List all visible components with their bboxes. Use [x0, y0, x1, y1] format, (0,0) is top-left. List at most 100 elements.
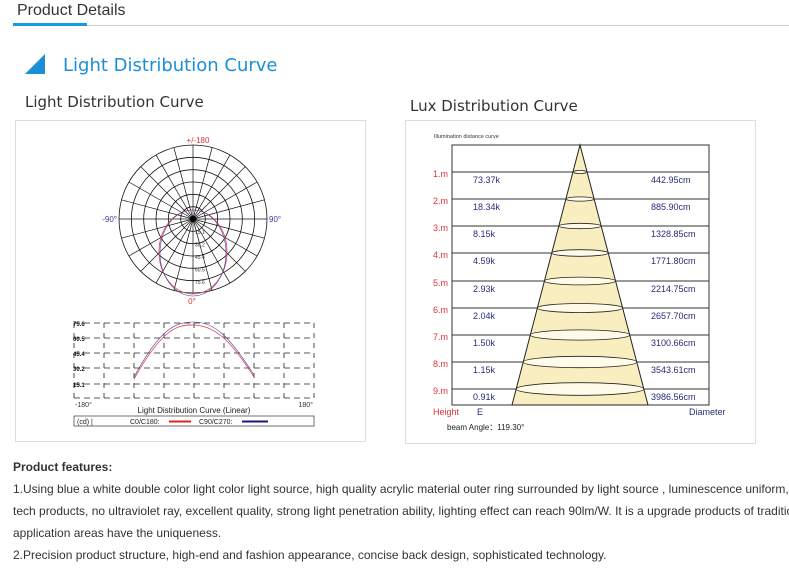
linear-diagram: 75.6 60.5 45.4 30.2 15.1 — [73, 321, 315, 399]
diameter-value: 2657.70cm — [651, 311, 696, 321]
illuminance-value: 73.37k — [473, 175, 501, 185]
c0-line — [133, 324, 255, 380]
polar-bottom-label: 0° — [188, 297, 196, 306]
diameter-value: 3543.61cm — [651, 365, 696, 375]
diameter-value: 1328.85cm — [651, 229, 696, 239]
illuminance-value: 18.34k — [473, 202, 501, 212]
beam-ellipse — [572, 170, 588, 174]
y-tick-label: 60.5 — [73, 337, 85, 343]
illuminance-value: 2.04k — [473, 311, 496, 321]
polar-spoke — [128, 181, 194, 220]
polar-spoke — [192, 147, 213, 220]
polar-spoke — [192, 218, 265, 239]
diameter-value: 885.90cm — [651, 202, 691, 212]
beam-angle: beam Angle：119.30° — [447, 423, 524, 432]
polar-left-label: -90° — [102, 215, 117, 224]
tab-divider — [87, 25, 789, 26]
polar-spoke — [192, 218, 246, 272]
light-distribution-title: Light Distribution Curve — [25, 93, 204, 111]
polar-spoke — [192, 166, 246, 220]
height-value: 2.m — [433, 196, 448, 206]
polar-spoke — [173, 218, 194, 291]
polar-center — [190, 216, 196, 222]
diameter-value: 2214.75cm — [651, 284, 696, 294]
polar-spoke — [121, 218, 194, 239]
diameter-value: 3986.56cm — [651, 392, 696, 402]
section-title: Light Distribution Curve — [63, 55, 278, 76]
beam-ellipse — [551, 249, 609, 257]
polar-spoke — [173, 147, 194, 220]
feature-line: tech products, no ultraviolet ray, excel… — [13, 504, 789, 518]
y-tick-label: 30.2 — [73, 367, 85, 373]
linear-x-max: 180° — [299, 401, 314, 409]
y-tick-label: 45.4 — [73, 352, 85, 358]
polar-ring-label: 60.5 — [195, 268, 205, 274]
polar-ring-label: 15.1 — [195, 230, 205, 236]
illuminance-value: 8.15k — [473, 229, 496, 239]
polar-spoke — [192, 154, 231, 220]
features-heading: Product features: — [13, 460, 113, 474]
illuminance-value: 0.91k — [473, 392, 496, 402]
polar-spoke — [192, 199, 265, 220]
height-value: 4.m — [433, 250, 448, 260]
product-features: Product features: 1.Using blue a white d… — [13, 456, 789, 566]
linear-x-min: -180° — [75, 401, 92, 409]
triangle-icon — [25, 54, 45, 74]
polar-spoke — [155, 218, 194, 284]
feature-line: 2.Precision product structure, high-end … — [13, 548, 607, 562]
diameter-value: 1771.80cm — [651, 256, 696, 266]
polar-spoke — [192, 218, 213, 291]
illuminance-value: 2.93k — [473, 284, 496, 294]
illuminance-value: 1.50k — [473, 338, 496, 348]
beam-ellipse — [544, 276, 616, 286]
diameter-value: 442.95cm — [651, 175, 691, 185]
feature-line: 1.Using blue a white double color light … — [13, 482, 789, 496]
e-label: E — [477, 407, 483, 417]
light-distribution-image: 15.1 30.2 45.4 60.5 75.6 +/-180 -90° 90° 0° … — [15, 120, 366, 442]
illuminance-value: 4.59k — [473, 256, 496, 266]
polar-spoke — [140, 166, 194, 220]
illuminance-value: 1.15k — [473, 365, 496, 375]
c90-curve — [159, 209, 227, 297]
y-tick-label: 15.1 — [73, 383, 85, 389]
diameter-value: 3100.66cm — [651, 338, 696, 348]
height-value: 1.m — [433, 169, 448, 179]
diameter-label: Diameter — [689, 407, 726, 417]
polar-ring-label: 45.4 — [195, 255, 205, 261]
lux-distribution-image: Illumination distance curve 1.m 73.37k 442… — [405, 120, 756, 444]
legend-c90: C90/C270: — [199, 419, 233, 426]
legend-box — [73, 415, 315, 427]
polar-top-label: +/-180 — [187, 136, 210, 145]
polar-diagram: 15.1 30.2 45.4 60.5 75.6 — [118, 144, 268, 297]
beam-ellipse — [522, 355, 638, 369]
feature-line: application areas have the uniqueness. — [13, 526, 222, 540]
beam-ellipse — [536, 303, 624, 313]
light-cone — [511, 143, 649, 406]
legend-c0: C0/C180: — [130, 419, 160, 426]
active-tab-indicator — [13, 23, 87, 26]
beam-ellipse — [558, 222, 602, 230]
polar-spoke — [155, 154, 194, 220]
height-value: 9.m — [433, 386, 448, 396]
height-label: Height — [433, 407, 460, 417]
height-value: 7.m — [433, 332, 448, 342]
c90-line — [133, 321, 255, 378]
polar-ring-label: 30.2 — [195, 243, 205, 249]
polar-spoke — [192, 181, 258, 220]
linear-title: Light Distribution Curve (Linear) — [138, 406, 251, 415]
tab-product-details[interactable]: Product Details — [17, 2, 126, 19]
height-value: 8.m — [433, 359, 448, 369]
lux-distribution-title: Lux Distribution Curve — [410, 97, 578, 115]
polar-spoke — [121, 199, 194, 220]
polar-right-label: 90° — [269, 215, 281, 224]
polar-spoke — [140, 218, 194, 272]
polar-ring-label: 75.6 — [195, 280, 205, 286]
y-tick-label: 75.6 — [73, 322, 85, 328]
height-value: 5.m — [433, 278, 448, 288]
beam-ellipse — [565, 196, 595, 202]
height-value: 3.m — [433, 223, 448, 233]
height-value: 6.m — [433, 305, 448, 315]
legend-unit: (cd) | — [77, 419, 93, 426]
beam-ellipse — [515, 382, 645, 396]
lux-caption: Illumination distance curve — [434, 134, 499, 140]
